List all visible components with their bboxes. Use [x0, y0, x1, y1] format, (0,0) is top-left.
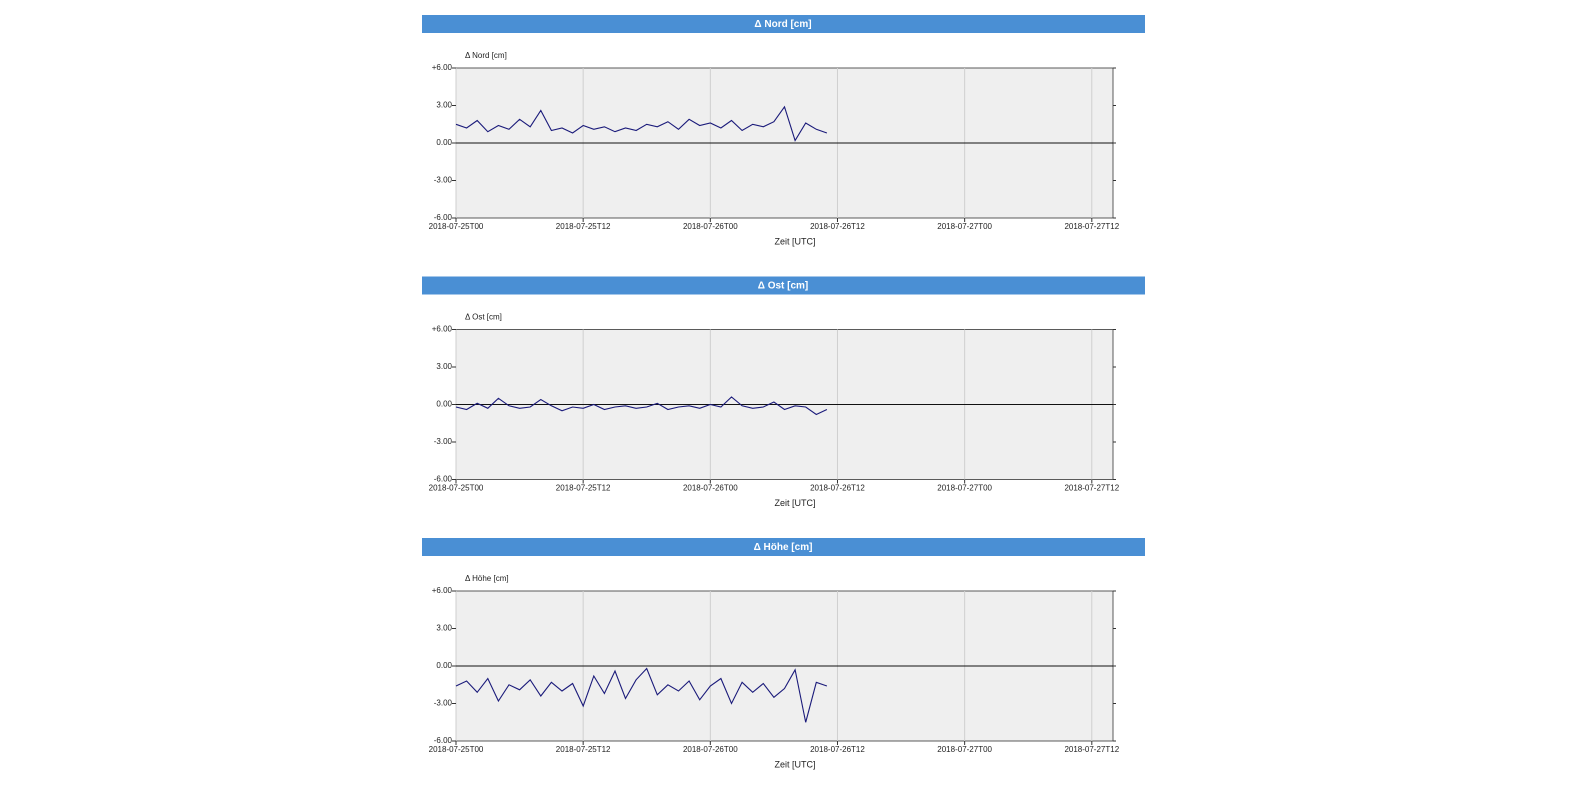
panel-header [422, 15, 1145, 33]
data-line [455, 396, 828, 416]
x-tick-label: 2018-07-26T00 [683, 484, 738, 493]
x-tick-label: 2018-07-27T12 [1064, 484, 1119, 493]
panel-header [422, 276, 1145, 295]
x-tick-label: 2018-07-25T12 [556, 222, 611, 231]
x-axis-label: Zeit [UTC] [774, 498, 815, 508]
x-tick-label: 2018-07-25T00 [429, 222, 484, 231]
y-tick-label: +6.00 [432, 63, 453, 72]
y-tick-label: 3.00 [436, 362, 452, 371]
panel-title: Δ Nord [cm] [754, 19, 811, 30]
chart-panel: Δ Höhe [cm] Δ Höhe [cm] Zeit [UTC] 2018-07-… [422, 538, 1145, 769]
chart-panel: Δ Nord [cm] Δ Nord [cm] Zeit [UTC] 2018-07-… [422, 15, 1145, 246]
y-tick-label: -6.00 [434, 475, 453, 484]
chart-panel: Δ Ost [cm] Δ Ost [cm] Zeit [UTC] 2018-07-25… [422, 276, 1145, 508]
y-tick-label: 0.00 [436, 138, 452, 147]
y-tick-label: 0.00 [436, 661, 452, 670]
panel-header [422, 538, 1145, 556]
x-tick-label: 2018-07-25T00 [429, 745, 484, 754]
x-tick-label: 2018-07-26T12 [810, 484, 865, 493]
data-line [455, 667, 828, 723]
x-tick-label: 2018-07-27T00 [937, 484, 992, 493]
panel-title: Δ Ost [cm] [758, 281, 809, 292]
x-tick-label: 2018-07-25T00 [429, 484, 484, 493]
x-tick-label: 2018-07-26T12 [810, 222, 865, 231]
y-axis-label: Δ Höhe [cm] [465, 574, 509, 583]
y-tick-label: -3.00 [434, 699, 453, 708]
y-axis-label: Δ Ost [cm] [465, 313, 502, 322]
x-tick-label: 2018-07-27T00 [937, 222, 992, 231]
x-tick-label: 2018-07-27T00 [937, 745, 992, 754]
panel-title: Δ Höhe [cm] [754, 542, 813, 553]
x-axis-label: Zeit [UTC] [774, 236, 815, 246]
y-tick-label: +6.00 [432, 586, 453, 595]
y-tick-label: -6.00 [434, 736, 453, 745]
y-tick-label: -3.00 [434, 176, 453, 185]
x-tick-label: 2018-07-27T12 [1064, 222, 1119, 231]
y-axis-label: Δ Nord [cm] [465, 51, 507, 60]
data-line [455, 105, 828, 142]
y-tick-label: 3.00 [436, 101, 452, 110]
x-tick-label: 2018-07-27T12 [1064, 745, 1119, 754]
x-tick-label: 2018-07-26T00 [683, 222, 738, 231]
x-tick-label: 2018-07-25T12 [556, 484, 611, 493]
x-tick-label: 2018-07-26T00 [683, 745, 738, 754]
y-tick-label: +6.00 [432, 325, 453, 334]
y-tick-label: -6.00 [434, 213, 453, 222]
y-tick-label: -3.00 [434, 437, 453, 446]
x-tick-label: 2018-07-26T12 [810, 745, 865, 754]
x-axis-label: Zeit [UTC] [774, 759, 815, 769]
y-tick-label: 3.00 [436, 624, 452, 633]
y-tick-label: 0.00 [436, 400, 452, 409]
x-tick-label: 2018-07-25T12 [556, 745, 611, 754]
